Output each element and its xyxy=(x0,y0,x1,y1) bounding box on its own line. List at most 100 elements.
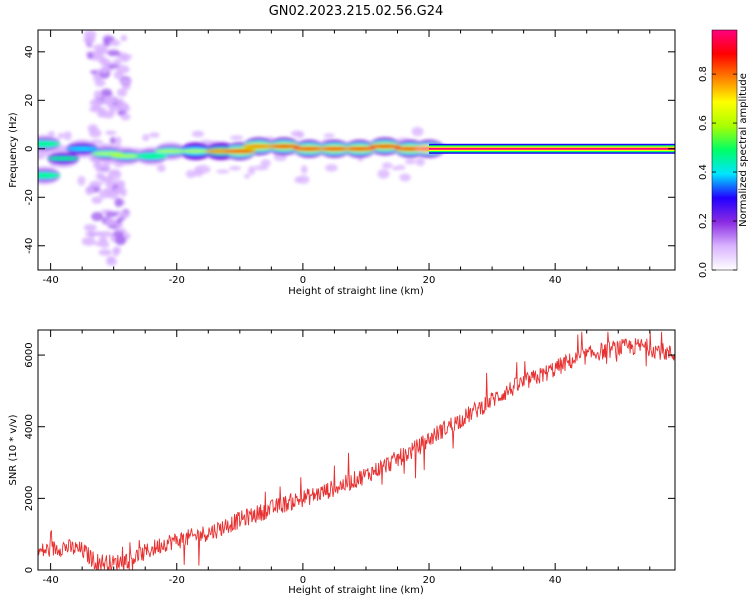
colorbar-label: Normalized spectral amplitude xyxy=(738,73,749,227)
heatmap-y-tick-label: -20 xyxy=(24,189,35,205)
snr-frame xyxy=(37,329,676,571)
heatmap-cell xyxy=(93,44,108,52)
heatmap-cell xyxy=(105,175,115,183)
heatmap-ridge-cell xyxy=(66,146,99,151)
heatmap-cell xyxy=(98,107,107,116)
heatmap-cell xyxy=(120,56,130,63)
snr-x-tick-label: -20 xyxy=(169,575,185,586)
heatmap-cell xyxy=(100,56,108,66)
heatmap-cell xyxy=(99,231,113,237)
heatmap-cell xyxy=(120,113,131,121)
heatmap-cell xyxy=(253,165,269,171)
heatmap-cell xyxy=(86,52,94,60)
heatmap-cell xyxy=(98,249,112,256)
heatmap-x-tick-label: 0 xyxy=(300,275,306,286)
heatmap-frame xyxy=(37,29,676,271)
colorbar-tick-label: 0.2 xyxy=(698,213,709,229)
heatmap-cell xyxy=(381,162,393,169)
heatmap-cell xyxy=(115,235,127,246)
colorbar-ticks: 0.0 0.2 0.4 0.6 0.8 xyxy=(698,66,737,278)
heatmap-cell xyxy=(85,186,94,196)
heatmap-ridge-cell xyxy=(38,173,61,178)
snr-x-tick-label: 20 xyxy=(423,575,436,586)
snr-x-tick-label: 40 xyxy=(549,575,562,586)
heatmap-cell xyxy=(411,126,424,137)
heatmap-cell xyxy=(91,196,103,204)
heatmap-cell xyxy=(95,172,105,180)
heatmap-ridge-cell xyxy=(267,144,300,149)
heatmap-blobs xyxy=(38,30,446,266)
heatmap-ridge-cell xyxy=(343,146,376,151)
heatmap-cell xyxy=(106,256,116,263)
heatmap-cell xyxy=(114,197,123,208)
heatmap-cell xyxy=(399,173,411,182)
heatmap-ridge-cell xyxy=(91,151,124,156)
heatmap-ridge-cell xyxy=(38,142,61,146)
snr-y-tick-label: 0 xyxy=(24,567,35,573)
heatmap-cell xyxy=(118,211,130,219)
heatmap-cell xyxy=(98,189,112,199)
heatmap-cell xyxy=(115,136,122,146)
heatmap-cell xyxy=(99,241,110,248)
snr-y-axis-label: SNR (10 * v/v) xyxy=(8,414,19,485)
snr-y-tick-label: 6000 xyxy=(24,342,35,367)
heatmap-ridge-cell xyxy=(318,146,351,151)
heatmap-band xyxy=(429,147,675,150)
heatmap-cell xyxy=(323,133,335,138)
heatmap-cell xyxy=(83,35,96,44)
heatmap-ridge-cell xyxy=(293,146,326,151)
heatmap-axes: -40 -20 0 20 40 -40 -20 0 20 40 xyxy=(24,30,675,286)
heatmap-cell xyxy=(119,78,132,85)
heatmap-cell xyxy=(85,230,98,237)
heatmap-x-axis-label: Height of straight line (km) xyxy=(288,286,424,297)
heatmap-cell xyxy=(193,168,204,177)
snr-line-layer xyxy=(38,331,675,570)
heatmap-cell xyxy=(105,218,117,226)
heatmap-cell xyxy=(120,34,128,42)
heatmap-cell xyxy=(105,211,119,218)
heatmap-cell xyxy=(90,70,98,75)
heatmap-ridge-cell xyxy=(47,156,80,161)
snr-x-tick-label: 0 xyxy=(300,575,306,586)
heatmap-cell xyxy=(100,88,113,97)
heatmap-cell xyxy=(57,132,64,139)
snr-y-tick-label: 4000 xyxy=(24,414,35,439)
heatmap-ridge-cell xyxy=(135,154,168,158)
heatmap-cell xyxy=(229,165,242,171)
heatmap-cell xyxy=(77,175,86,186)
chart-title: GN02.2023.215.02.56.G24 xyxy=(269,4,444,19)
snr-x-tick-label: -40 xyxy=(42,575,58,586)
heatmap-cell xyxy=(89,98,103,107)
heatmap-cell xyxy=(300,165,308,174)
snr-axes: -40 -20 0 20 40 0 2000 4000 6000 xyxy=(24,330,675,586)
heatmap-ridge-cell xyxy=(154,149,187,154)
heatmap-y-tick-label: 20 xyxy=(24,94,35,107)
heatmap-cell xyxy=(148,132,160,138)
heatmap-cell xyxy=(260,159,272,167)
heatmap-cell xyxy=(105,130,117,136)
heatmap-x-tick-label: 20 xyxy=(423,275,436,286)
heatmap-x-tick-label: 40 xyxy=(549,275,562,286)
heatmap-ridge-cell xyxy=(179,149,212,154)
heatmap-cell xyxy=(415,157,425,167)
heatmap-cell xyxy=(113,187,123,194)
heatmap-y-tick-label: -40 xyxy=(24,238,35,254)
heatmap-cell xyxy=(89,180,103,187)
heatmap-cell xyxy=(115,218,123,224)
heatmap-cell xyxy=(247,166,256,175)
heatmap-cell xyxy=(294,176,303,183)
heatmap-cell xyxy=(109,136,117,145)
snr-y-tick-label: 2000 xyxy=(24,486,35,511)
heatmap-y-tick-label: 40 xyxy=(24,45,35,58)
heatmap-cell xyxy=(116,101,129,111)
colorbar-tick-label: 0.6 xyxy=(698,115,709,131)
heatmap-cell xyxy=(112,246,121,255)
heatmap-cell xyxy=(116,65,130,74)
heatmap-cell xyxy=(94,78,106,87)
heatmap-cell xyxy=(91,211,104,222)
heatmap-cell xyxy=(93,90,103,100)
heatmap-x-tick-label: -20 xyxy=(169,275,185,286)
colorbar-tick-label: 0.8 xyxy=(698,66,709,82)
snr-x-axis-label: Height of straight line (km) xyxy=(288,585,424,596)
heatmap-cell xyxy=(377,169,390,179)
